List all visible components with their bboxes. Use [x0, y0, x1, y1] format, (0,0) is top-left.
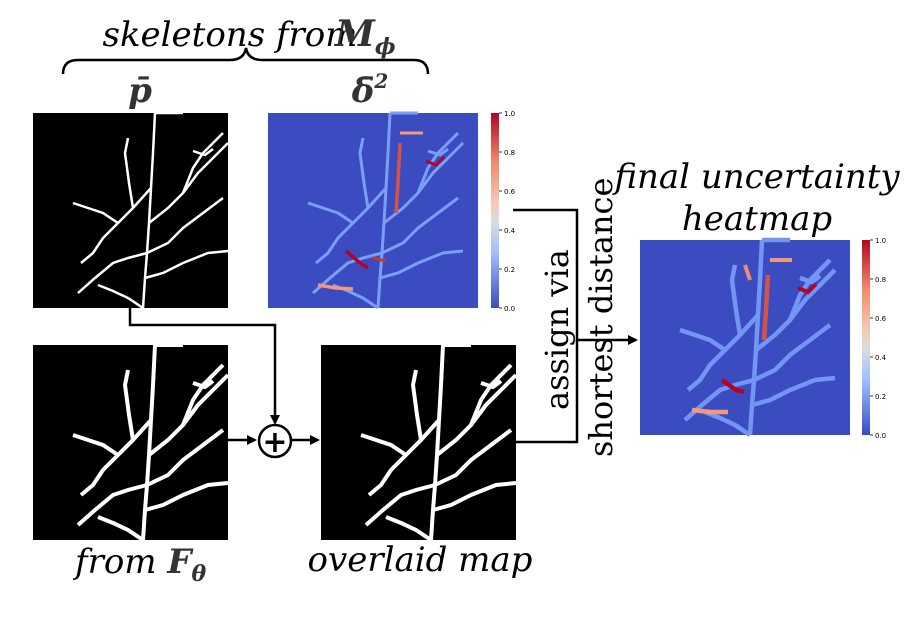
final-colorbar-ticks: 1.0 0.8 0.6 0.4 0.2 0.0	[870, 237, 887, 440]
assign-via-label: assign via	[538, 249, 576, 410]
colorbar-tick-label: 0.8	[875, 276, 886, 284]
phi-subscript: ϕ	[375, 34, 396, 60]
colorbar-tick-label: 0.2	[504, 266, 515, 274]
final-colorbar: 1.0 0.8 0.6 0.4 0.2 0.0	[862, 237, 887, 440]
f-symbol: F	[166, 542, 194, 582]
final-warm-segment-1	[691, 407, 728, 415]
delta-heatmap-panel	[268, 111, 478, 310]
from-text: from	[72, 542, 157, 582]
delta-symbol: δ̄	[351, 71, 375, 111]
plus-symbol: +	[262, 425, 287, 460]
skeletons-title: skeletons from	[103, 15, 358, 55]
arrow-p-bar-to-plus	[128, 308, 280, 425]
delta-warm-segment-3	[371, 256, 387, 263]
colorbar-tick-label: 0.8	[504, 149, 515, 157]
from-f-theta-label: from Fθ	[72, 542, 207, 587]
delta-hot-segment-2	[344, 249, 369, 270]
curly-brace	[61, 47, 430, 75]
colorbar-tick-label: 0.0	[504, 305, 515, 313]
p-bar-skeleton-panel	[33, 111, 230, 310]
final-hot-segment-3	[797, 282, 818, 295]
colorbar-tick-label: 0.4	[875, 354, 887, 362]
delta-panel-background	[268, 113, 478, 308]
top-brace-group: skeletons from Mϕ p̄ δ̄2	[61, 13, 430, 111]
colorbar-tick-label: 0.6	[875, 315, 887, 323]
final-heatmap-title-line1: final uncertainty	[611, 157, 900, 197]
arrow-overlaid-to-final	[516, 340, 579, 444]
p-bar-label: p̄	[128, 71, 152, 111]
final-heatmap-title-line2: heatmap	[682, 199, 832, 239]
delta-hot-segment-3	[425, 155, 446, 167]
colorbar-tick-label: 0.6	[504, 188, 516, 196]
overlaid-map-panel	[321, 343, 518, 542]
delta-superscript: 2	[373, 69, 388, 93]
delta-colorbar-ticks: 1.0 0.8 0.6 0.4 0.2 0.0	[499, 110, 516, 313]
plus-operator: +	[257, 423, 293, 460]
theta-subscript: θ	[192, 561, 207, 587]
delta-bar-label: δ̄2	[351, 69, 389, 111]
shortest-distance-label: shortest distance	[582, 178, 620, 457]
m-phi-symbol: Mϕ	[333, 13, 396, 60]
final-heatmap-panel	[640, 240, 850, 435]
final-warm-segment-3	[743, 264, 752, 281]
delta-hot-segment-1	[394, 142, 402, 214]
colorbar-tick-label: 0.0	[875, 432, 886, 440]
colorbar-tick-label: 1.0	[504, 110, 515, 118]
m-symbol: M	[333, 13, 376, 55]
arrows	[128, 208, 638, 445]
colorbar-tick-label: 0.4	[504, 227, 516, 235]
colorbar-tick-label: 1.0	[875, 237, 886, 245]
plus-circle	[257, 423, 293, 459]
overlaid-map-label: overlaid map	[308, 540, 533, 580]
delta-colorbar-gradient	[491, 113, 499, 308]
colorbar-tick-label: 0.2	[875, 393, 886, 401]
delta-colorbar: 1.0 0.8 0.6 0.4 0.2 0.0	[491, 110, 516, 313]
delta-warm-segment-1	[317, 283, 354, 291]
final-hot-segment-1	[761, 274, 771, 341]
final-hot-segment-2	[720, 378, 745, 395]
arrow-delta-to-final	[513, 208, 638, 345]
final-colorbar-gradient	[862, 240, 870, 435]
skeletons-from-text: skeletons from	[103, 15, 358, 55]
f-theta-panel	[33, 343, 230, 542]
